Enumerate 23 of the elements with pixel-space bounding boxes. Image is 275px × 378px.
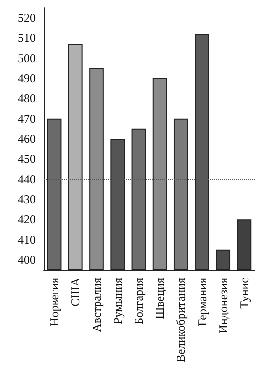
y-tick-label: 520 [18, 11, 36, 26]
y-tick-label: 410 [18, 232, 36, 247]
x-tick-label: Болгария [132, 278, 146, 325]
x-tick-label: Индонезия [216, 278, 230, 334]
x-tick-label: Германия [195, 278, 210, 326]
y-tick-label: 400 [18, 252, 36, 267]
x-tick-label: Швеция [153, 278, 168, 320]
y-tick-label: 440 [18, 172, 36, 186]
x-tick-label: Великобритания [174, 278, 188, 363]
x-tick-label: США [68, 278, 83, 307]
y-tick-label: 500 [18, 51, 36, 66]
y-tick-label: 450 [18, 152, 36, 166]
y-tick-label: 420 [18, 212, 36, 227]
y-tick-label: 470 [18, 112, 36, 126]
y-tick-label: 430 [18, 192, 36, 206]
x-tick-label: Австралия [90, 278, 104, 332]
y-tick-label: 460 [18, 132, 36, 146]
y-tick-label: 490 [18, 72, 36, 86]
x-tick-label: Тунис [237, 278, 252, 309]
x-tick-label: Норвегия [48, 278, 62, 326]
y-tick-label: 480 [18, 92, 36, 106]
x-tick-label: Румыния [110, 278, 125, 325]
y-tick-label: 510 [18, 31, 36, 46]
